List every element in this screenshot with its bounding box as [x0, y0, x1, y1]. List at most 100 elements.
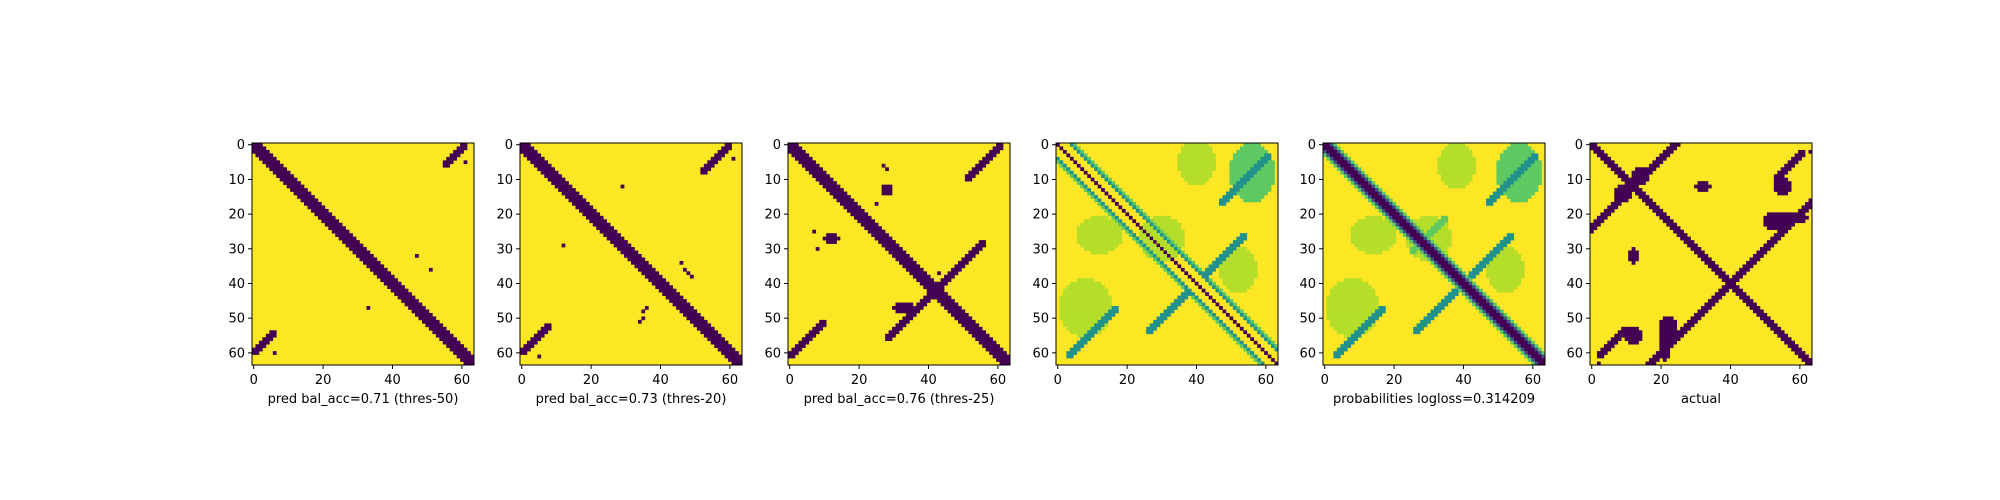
heatmap-cell — [1173, 250, 1178, 255]
heatmap-cell — [1173, 236, 1178, 241]
heatmap-cell — [710, 163, 715, 168]
heatmap-cell — [1080, 292, 1085, 296]
heatmap-cell — [467, 358, 471, 362]
heatmap-cell — [1475, 264, 1480, 269]
heatmap-cell — [1163, 243, 1168, 248]
heatmap-cell — [992, 351, 997, 355]
heatmap-cell — [1243, 260, 1248, 265]
heatmap-cell — [1666, 215, 1671, 220]
heatmap-cell — [1250, 351, 1255, 355]
heatmap-cell — [1243, 344, 1248, 348]
heatmap-cell — [1066, 167, 1071, 172]
heatmap-cell — [1794, 344, 1799, 348]
heatmap-cell — [1596, 146, 1601, 151]
heatmap-cell — [1180, 167, 1185, 172]
heatmap-cell — [300, 195, 305, 199]
heatmap-cell — [1777, 236, 1782, 241]
heatmap-cell — [1094, 167, 1098, 172]
heatmap-cell — [1253, 143, 1258, 147]
y-tick-label: 0 — [1575, 138, 1583, 153]
heatmap-cell — [1662, 358, 1667, 362]
heatmap-cell — [1215, 260, 1220, 265]
y-tick-label: 10 — [1299, 173, 1316, 188]
heatmap-cell — [283, 174, 287, 178]
heatmap-cell — [1111, 309, 1116, 314]
heatmap-cell — [1364, 302, 1369, 307]
heatmap-cell — [1697, 250, 1702, 255]
heatmap-cell — [1697, 247, 1702, 251]
heatmap-cell — [1191, 153, 1196, 158]
heatmap-cell — [1492, 247, 1497, 251]
heatmap-cell — [1250, 146, 1255, 151]
heatmap-cell — [714, 344, 719, 348]
heatmap-cell — [255, 344, 260, 348]
heatmap-cell — [1250, 267, 1255, 272]
heatmap-cell — [1361, 219, 1365, 224]
heatmap-cell — [293, 177, 298, 182]
heatmap-cell — [1437, 170, 1442, 175]
heatmap-cell — [1080, 344, 1085, 348]
heatmap-cell — [1427, 233, 1431, 237]
heatmap-cell — [1496, 181, 1501, 185]
heatmap-cell — [1243, 347, 1248, 352]
heatmap-cell — [1080, 222, 1085, 227]
heatmap-cell — [905, 260, 910, 265]
heatmap-cell — [881, 184, 886, 189]
heatmap-cell — [1524, 177, 1528, 182]
heatmap-cell — [627, 254, 632, 258]
heatmap-cell — [836, 184, 841, 189]
heatmap-cell — [1430, 222, 1435, 227]
heatmap-cell — [1121, 191, 1126, 196]
heatmap-cell — [798, 347, 803, 352]
heatmap-cell — [1628, 195, 1632, 199]
heatmap-cell — [1357, 229, 1362, 234]
heatmap-cell — [1510, 340, 1515, 345]
heatmap-cell — [1447, 233, 1452, 237]
heatmap-cell — [1704, 181, 1709, 185]
heatmap-cell — [1593, 222, 1598, 227]
heatmap-cell — [1680, 236, 1684, 241]
heatmap-cell — [1503, 281, 1508, 286]
heatmap-cell — [923, 281, 928, 286]
heatmap-cell — [1156, 222, 1161, 227]
heatmap-cell — [1087, 243, 1091, 248]
heatmap-cell — [631, 257, 635, 262]
heatmap-cell — [1146, 240, 1150, 244]
heatmap-cell — [1721, 292, 1726, 296]
heatmap-cell — [1499, 267, 1504, 272]
heatmap-cell — [1225, 191, 1230, 196]
heatmap-cell — [1489, 198, 1494, 203]
heatmap-cell — [826, 236, 830, 241]
heatmap-cell — [279, 174, 284, 178]
heatmap-cell — [324, 219, 329, 224]
heatmap-cell — [1191, 160, 1196, 165]
heatmap-cell — [1801, 153, 1806, 158]
heatmap-cell — [1146, 229, 1150, 234]
heatmap-cell — [310, 205, 315, 210]
heatmap-cell — [1368, 299, 1372, 303]
heatmap-cell — [1375, 222, 1379, 227]
heatmap-cell — [1513, 344, 1518, 348]
heatmap-cell — [432, 316, 437, 321]
heatmap-cell — [1444, 163, 1449, 168]
heatmap-cell — [1423, 233, 1428, 237]
heatmap-cell — [1111, 184, 1116, 189]
heatmap-cell — [369, 257, 374, 262]
heatmap-cell — [1773, 222, 1778, 227]
heatmap-cell — [1662, 316, 1667, 321]
heatmap-cell — [1451, 181, 1456, 185]
heatmap-cell — [520, 351, 524, 355]
heatmap-cell — [269, 337, 274, 342]
heatmap-cell — [453, 344, 457, 348]
heatmap-cell — [1624, 174, 1629, 178]
heatmap-cell — [801, 344, 806, 348]
heatmap-cell — [1655, 163, 1660, 168]
heatmap-cell — [1763, 243, 1768, 248]
heatmap-cell — [1101, 309, 1105, 314]
heatmap-cell — [397, 292, 402, 296]
heatmap-cell — [1250, 198, 1255, 203]
heatmap-cell — [985, 160, 990, 165]
heatmap-cell — [1097, 243, 1102, 248]
heatmap-cell — [930, 281, 934, 286]
heatmap-cell — [258, 347, 263, 352]
